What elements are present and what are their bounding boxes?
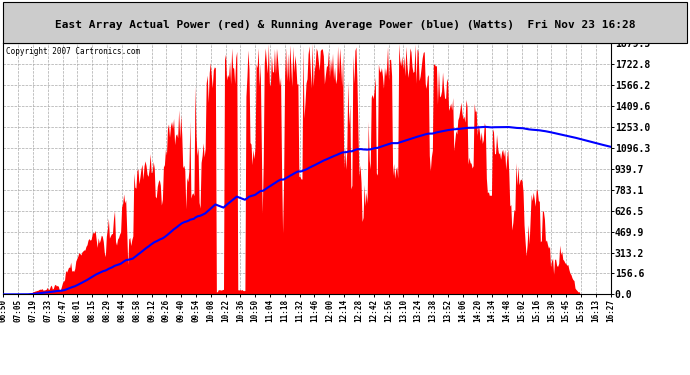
Text: East Array Actual Power (red) & Running Average Power (blue) (Watts)  Fri Nov 23: East Array Actual Power (red) & Running … bbox=[55, 20, 635, 30]
Text: Copyright 2007 Cartronics.com: Copyright 2007 Cartronics.com bbox=[6, 47, 141, 56]
FancyBboxPatch shape bbox=[3, 2, 687, 43]
